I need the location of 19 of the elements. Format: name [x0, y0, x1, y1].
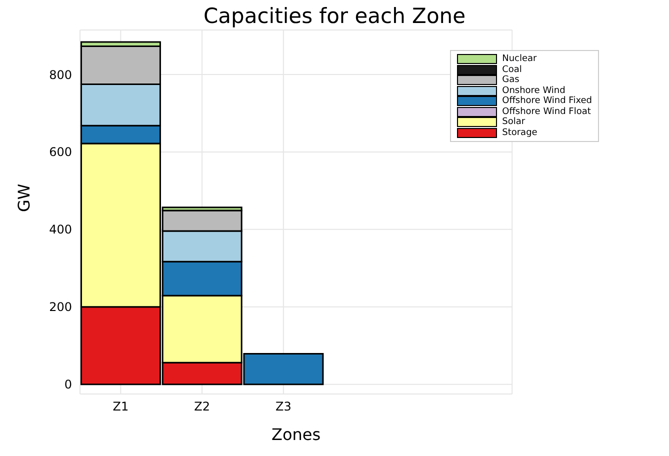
y-tick-label: 200 — [49, 300, 72, 314]
legend-label: Gas — [502, 75, 520, 86]
legend-label: Offshore Wind Float — [502, 106, 591, 117]
x-tick-label: Z3 — [275, 400, 292, 414]
x-tick-label: Z2 — [194, 400, 210, 414]
chart-title: Capacities for each Zone — [202, 4, 467, 28]
y-tick-label: 600 — [49, 145, 72, 160]
legend-label: Nuclear — [502, 54, 537, 64]
y-tick-label: 0 — [64, 378, 72, 392]
legend-label: Solar — [502, 117, 526, 128]
y-axis-title: GW — [14, 184, 34, 212]
legend-label: Offshore Wind Fixed — [502, 96, 592, 106]
legend-label: Storage — [502, 128, 538, 138]
legend-label: Onshore Wind — [502, 86, 566, 96]
y-tick-label: 400 — [49, 222, 72, 237]
legend-label: Coal — [502, 64, 522, 75]
x-axis-title: Zones — [272, 425, 321, 444]
y-tick-label: 800 — [49, 68, 72, 82]
x-tick-label: Z1 — [112, 400, 129, 414]
